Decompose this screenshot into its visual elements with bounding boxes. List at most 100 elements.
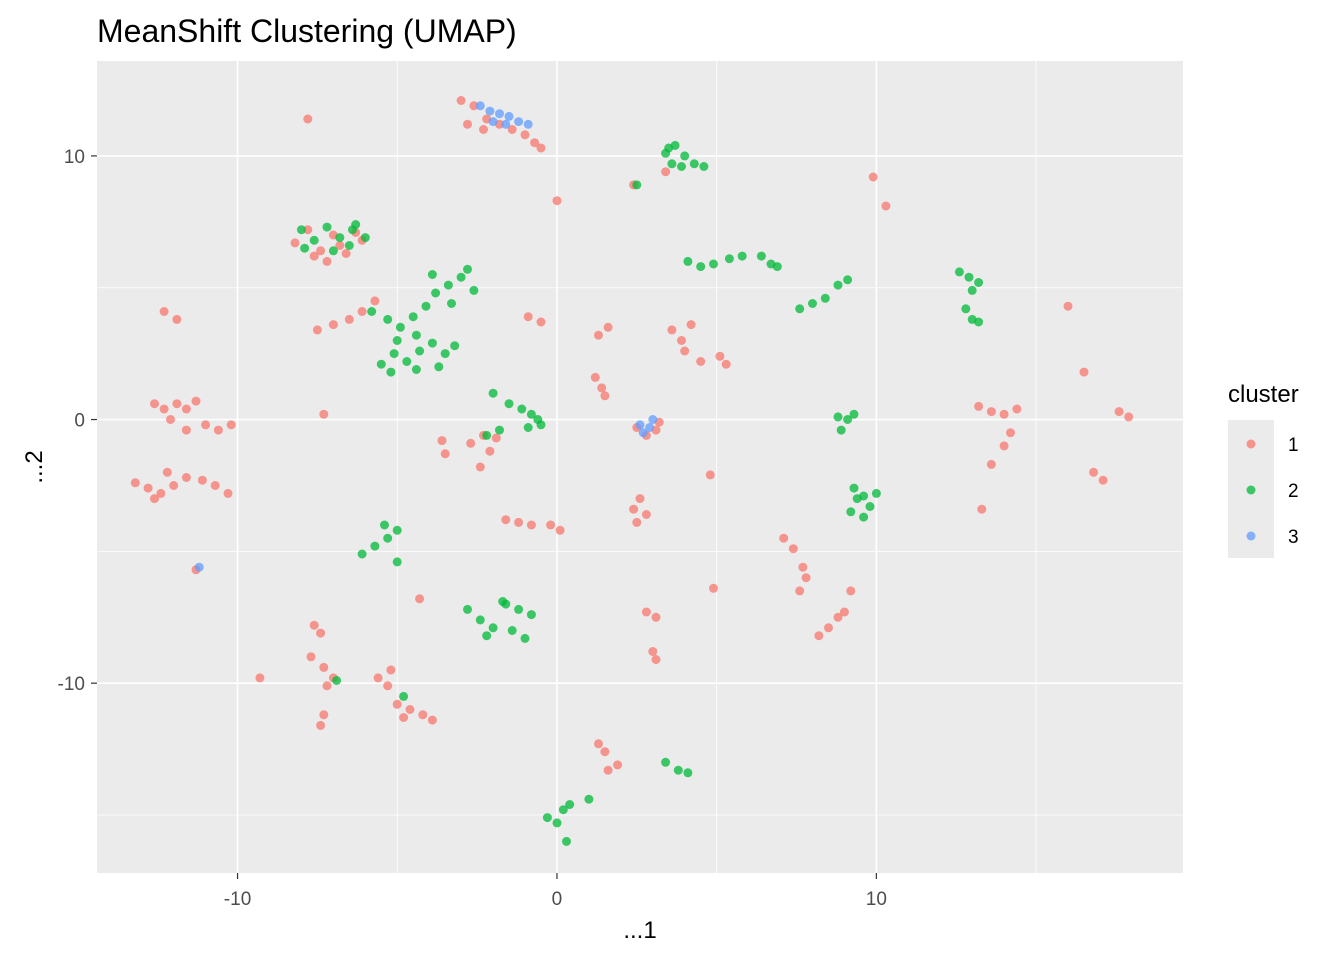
data-point	[680, 151, 690, 161]
data-point	[303, 225, 313, 235]
data-point	[166, 415, 175, 424]
data-point	[1012, 404, 1022, 414]
data-point	[638, 428, 648, 438]
data-point	[159, 404, 169, 414]
data-point	[801, 573, 811, 583]
data-point	[312, 325, 322, 335]
data-point	[974, 278, 984, 287]
data-point	[836, 425, 846, 435]
data-point	[485, 446, 495, 456]
data-point	[309, 235, 319, 245]
data-point	[322, 256, 332, 266]
legend-label: 1	[1288, 435, 1299, 456]
data-point	[469, 101, 479, 111]
data-point	[584, 794, 594, 804]
data-point	[555, 525, 565, 535]
data-point	[447, 299, 456, 308]
data-point	[961, 304, 971, 314]
series-cluster-2	[296, 140, 984, 846]
data-point	[495, 425, 504, 435]
data-point	[319, 409, 329, 419]
x-tick-label: 10	[866, 889, 887, 910]
x-tick-label: 0	[552, 889, 563, 910]
data-point	[632, 180, 642, 190]
data-point	[517, 404, 527, 414]
data-point	[709, 583, 718, 593]
data-point	[798, 562, 808, 572]
data-point	[169, 481, 179, 490]
data-point	[370, 541, 380, 551]
data-point	[881, 201, 891, 211]
data-point	[709, 259, 718, 269]
data-point	[600, 391, 610, 401]
data-point	[680, 346, 690, 356]
data-point	[523, 312, 533, 322]
data-point	[488, 623, 498, 633]
data-point	[495, 109, 504, 119]
data-point	[1114, 407, 1124, 417]
data-point	[383, 533, 393, 543]
data-point	[411, 330, 421, 340]
data-point	[463, 604, 472, 614]
data-point	[367, 307, 377, 316]
data-point	[383, 681, 393, 691]
data-point	[469, 285, 479, 295]
data-point	[357, 307, 367, 316]
data-point	[632, 517, 642, 527]
data-point	[431, 288, 441, 298]
data-point	[194, 562, 204, 572]
data-point	[546, 520, 556, 530]
data-point	[999, 441, 1009, 451]
data-point	[344, 314, 354, 324]
data-point	[954, 267, 964, 277]
data-point	[526, 610, 536, 620]
data-point	[201, 420, 211, 430]
data-point	[319, 662, 329, 672]
data-point	[613, 760, 623, 770]
data-point	[520, 130, 530, 140]
data-point	[466, 438, 476, 448]
data-point	[440, 349, 450, 359]
data-point	[197, 475, 207, 485]
data-point	[814, 631, 824, 641]
data-point	[427, 270, 437, 279]
data-point	[322, 681, 332, 691]
data-point	[156, 488, 166, 498]
data-point	[833, 412, 843, 422]
data-point	[964, 272, 974, 282]
data-point	[696, 262, 706, 272]
data-point	[645, 423, 655, 432]
data-point	[181, 425, 191, 435]
data-point	[351, 220, 361, 229]
data-point	[590, 372, 600, 382]
data-point	[772, 262, 782, 272]
data-point	[482, 430, 492, 440]
data-point	[756, 251, 766, 261]
data-point	[316, 720, 326, 730]
data-point	[808, 299, 817, 308]
data-point	[986, 459, 996, 469]
data-point	[1006, 428, 1015, 438]
data-point	[290, 238, 300, 248]
data-point	[1098, 475, 1108, 485]
data-point	[181, 404, 191, 414]
data-point	[322, 222, 332, 232]
data-point	[603, 765, 613, 775]
data-point	[526, 520, 536, 530]
data-point	[380, 520, 389, 530]
data-point	[507, 125, 517, 134]
data-points	[130, 96, 1134, 846]
data-point	[501, 119, 511, 129]
data-point	[443, 280, 453, 290]
data-point	[309, 620, 319, 630]
data-point	[536, 143, 546, 153]
data-point	[779, 533, 789, 543]
data-point	[450, 341, 460, 351]
data-point	[504, 111, 514, 121]
data-point	[651, 612, 661, 622]
data-point	[303, 114, 313, 124]
data-point	[150, 399, 159, 409]
data-point	[392, 557, 402, 567]
data-point	[463, 119, 472, 129]
